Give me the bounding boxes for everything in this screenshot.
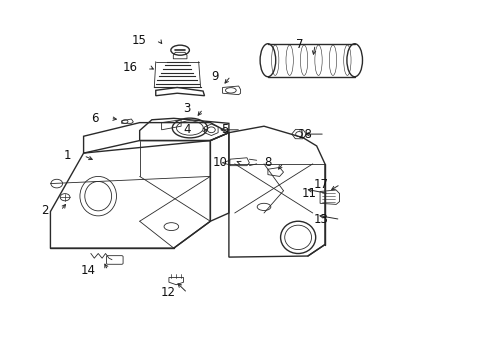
Text: 7: 7 [295, 38, 303, 51]
Text: 18: 18 [297, 127, 312, 141]
Text: 5: 5 [221, 123, 228, 136]
Text: 4: 4 [183, 123, 190, 136]
Text: 13: 13 [313, 213, 328, 226]
Text: 2: 2 [41, 204, 48, 217]
Text: 17: 17 [313, 178, 328, 191]
Text: 14: 14 [81, 264, 96, 277]
Text: 12: 12 [160, 287, 175, 300]
Text: 15: 15 [132, 33, 147, 47]
Text: 9: 9 [211, 69, 218, 82]
Text: 8: 8 [264, 156, 271, 169]
Text: 16: 16 [122, 60, 137, 73]
Text: 11: 11 [301, 187, 316, 200]
Text: 3: 3 [183, 103, 190, 116]
Text: 6: 6 [91, 112, 98, 125]
Text: 10: 10 [213, 156, 227, 169]
Text: 1: 1 [64, 149, 71, 162]
